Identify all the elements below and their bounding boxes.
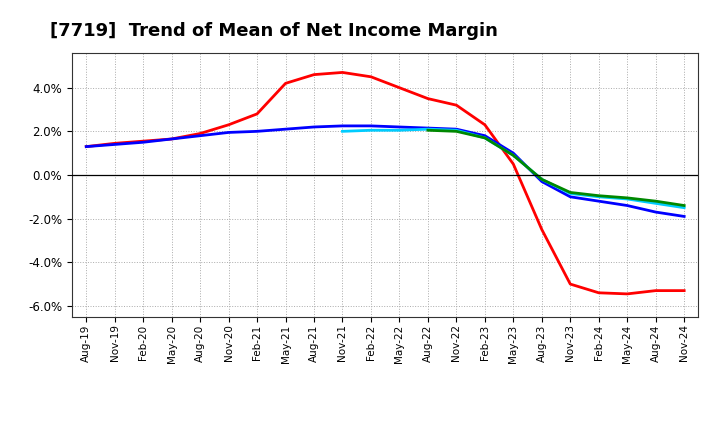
3 Years [652,288,660,293]
3 Years [395,85,404,90]
Text: [7719]  Trend of Mean of Net Income Margin: [7719] Trend of Mean of Net Income Margi… [50,22,498,40]
3 Years [310,72,318,77]
3 Years [139,139,148,144]
5 Years [680,214,688,219]
5 Years [537,179,546,184]
7 Years [595,194,603,199]
3 Years [82,144,91,149]
10 Years [509,153,518,158]
7 Years [680,205,688,210]
10 Years [480,135,489,140]
5 Years [82,144,91,149]
5 Years [423,125,432,131]
5 Years [225,130,233,135]
10 Years [623,195,631,201]
7 Years [509,153,518,158]
3 Years [566,282,575,287]
3 Years [110,141,119,146]
Line: 10 Years: 10 Years [428,130,684,205]
3 Years [366,74,375,80]
5 Years [452,127,461,132]
5 Years [253,129,261,134]
5 Years [110,142,119,147]
5 Years [595,198,603,204]
10 Years [452,129,461,134]
5 Years [395,125,404,130]
7 Years [623,196,631,202]
10 Years [537,177,546,182]
3 Years [623,291,631,297]
10 Years [423,128,432,133]
3 Years [452,103,461,108]
3 Years [537,227,546,232]
7 Years [566,191,575,196]
5 Years [509,150,518,156]
7 Years [480,135,489,140]
7 Years [452,128,461,133]
3 Years [225,122,233,128]
7 Years [652,201,660,206]
3 Years [423,96,432,101]
5 Years [338,123,347,128]
5 Years [139,139,148,145]
3 Years [196,131,204,136]
7 Years [537,177,546,182]
5 Years [282,127,290,132]
3 Years [167,136,176,142]
Line: 7 Years: 7 Years [343,129,684,208]
5 Years [196,133,204,138]
3 Years [480,122,489,128]
3 Years [282,81,290,86]
7 Years [423,127,432,132]
7 Years [366,128,375,133]
3 Years [338,70,347,75]
5 Years [366,123,375,128]
5 Years [310,125,318,130]
Line: 3 Years: 3 Years [86,73,684,294]
5 Years [480,133,489,138]
10 Years [595,193,603,198]
10 Years [566,190,575,195]
Line: 5 Years: 5 Years [86,126,684,216]
Legend: 3 Years, 5 Years, 7 Years, 10 Years: 3 Years, 5 Years, 7 Years, 10 Years [176,434,595,440]
7 Years [395,128,404,133]
5 Years [623,203,631,208]
3 Years [595,290,603,295]
5 Years [167,136,176,142]
10 Years [680,203,688,208]
5 Years [566,194,575,199]
3 Years [680,288,688,293]
10 Years [652,198,660,204]
5 Years [652,209,660,215]
3 Years [253,111,261,117]
7 Years [338,129,347,134]
3 Years [509,161,518,167]
